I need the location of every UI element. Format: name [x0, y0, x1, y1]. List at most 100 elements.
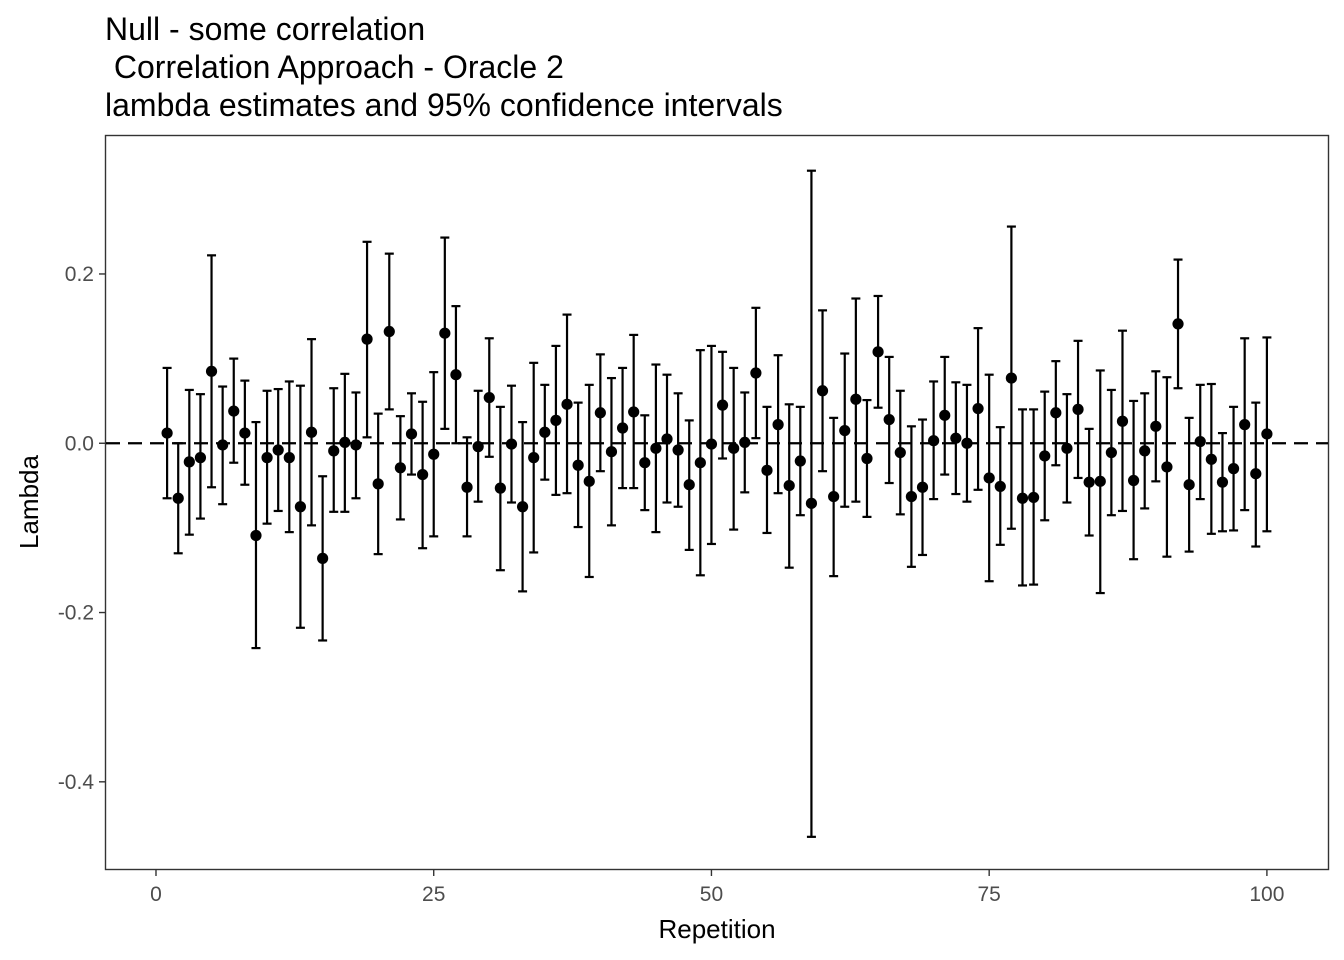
x-tick-label: 100: [1249, 883, 1284, 906]
estimate-point: [983, 472, 995, 484]
estimate-point: [872, 346, 884, 358]
estimate-point: [861, 452, 873, 465]
estimate-point: [616, 422, 629, 434]
estimate-point: [839, 424, 851, 437]
estimate-point: [772, 419, 784, 431]
estimate-point: [1183, 479, 1195, 491]
estimate-point: [594, 407, 606, 419]
y-axis-title: Lambda: [14, 454, 44, 548]
estimate-point: [539, 426, 551, 438]
y-tick-label: -0.4: [58, 771, 95, 794]
chart-title-line-1: Null - some correlation: [105, 11, 426, 47]
estimate-point: [916, 481, 929, 493]
estimate-point: [394, 462, 406, 474]
estimate-point: [294, 501, 307, 513]
estimate-point: [950, 432, 962, 444]
x-axis-ticks: 0 25 50 75 100: [150, 869, 1284, 906]
estimate-point: [905, 490, 918, 503]
estimate-point: [1239, 419, 1251, 431]
estimate-point: [305, 426, 318, 438]
estimate-point: [194, 452, 207, 464]
estimate-point: [628, 406, 640, 418]
estimate-point: [472, 441, 484, 453]
estimate-point: [605, 446, 618, 458]
estimate-point: [383, 325, 395, 338]
estimate-point: [805, 497, 818, 509]
estimate-point: [661, 433, 673, 445]
estimate-point: [1127, 474, 1140, 487]
x-axis-title: Repetition: [658, 914, 775, 944]
estimate-point: [750, 367, 762, 379]
estimate-point: [705, 438, 718, 450]
estimate-point: [883, 413, 895, 426]
estimate-point: [783, 479, 795, 492]
estimate-point: [372, 478, 384, 490]
x-tick-label: 0: [150, 883, 162, 906]
estimate-point: [1005, 372, 1017, 384]
estimate-point: [739, 436, 751, 449]
estimate-point: [1205, 453, 1217, 465]
x-tick-label: 50: [700, 883, 723, 906]
estimate-point: [1216, 476, 1229, 488]
estimate-point: [1116, 415, 1129, 427]
estimate-point: [217, 439, 229, 451]
estimate-point: [716, 399, 729, 411]
estimate-point: [161, 427, 173, 439]
x-tick-label: 75: [977, 883, 1000, 906]
estimate-point: [172, 492, 184, 504]
estimate-point: [328, 445, 340, 457]
estimate-point: [639, 457, 651, 469]
estimate-point: [794, 455, 806, 467]
estimate-point: [728, 442, 740, 454]
estimate-point: [350, 439, 362, 451]
estimate-point: [583, 475, 595, 487]
estimate-point: [1250, 468, 1262, 480]
estimate-point: [928, 435, 940, 447]
estimate-point: [283, 452, 295, 464]
estimate-point: [850, 393, 862, 405]
estimate-point: [694, 457, 706, 469]
estimate-point: [339, 436, 351, 449]
estimate-point: [1150, 420, 1162, 432]
estimate-point: [1261, 428, 1273, 440]
estimate-point: [183, 456, 195, 468]
estimate-point: [361, 333, 373, 345]
estimate-point: [428, 448, 440, 460]
estimate-point: [483, 391, 495, 404]
estimate-point: [417, 468, 429, 481]
estimate-point: [572, 459, 584, 471]
estimate-points: [161, 318, 1273, 564]
estimate-point: [439, 327, 451, 339]
estimate-point: [894, 446, 906, 459]
estimate-point: [816, 385, 829, 397]
estimate-point: [317, 552, 329, 564]
estimate-point: [1083, 476, 1095, 488]
estimate-point: [1039, 450, 1051, 462]
estimate-point: [228, 405, 240, 417]
estimate-point: [239, 427, 251, 439]
estimate-point: [1139, 445, 1151, 457]
estimate-point: [972, 402, 984, 415]
estimate-point: [683, 479, 695, 491]
x-tick-label: 25: [422, 883, 445, 906]
estimate-point: [516, 501, 529, 513]
estimate-point: [961, 437, 973, 449]
estimate-point: [461, 481, 473, 493]
estimate-point: [994, 480, 1006, 493]
estimate-point: [550, 414, 562, 426]
estimate-point: [505, 438, 518, 450]
estimate-point: [528, 452, 540, 464]
estimate-point: [250, 529, 262, 542]
estimate-point: [1105, 446, 1117, 459]
estimate-point: [1028, 491, 1040, 504]
y-tick-label: -0.2: [58, 602, 94, 625]
estimate-point: [1050, 407, 1062, 419]
y-tick-label: 0.2: [65, 263, 94, 286]
chart-title-line-2: Correlation Approach - Oracle 2: [105, 49, 564, 85]
y-axis-ticks: -0.4 -0.2 0.0 0.2: [58, 263, 106, 794]
estimate-point: [405, 428, 418, 440]
estimate-point: [205, 365, 218, 377]
chart-title-line-3: lambda estimates and 95% confidence inte…: [105, 87, 783, 123]
estimate-point: [494, 482, 506, 494]
